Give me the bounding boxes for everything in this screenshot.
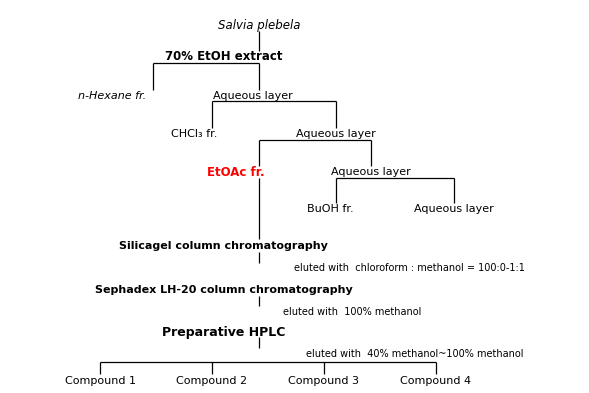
Text: Compound 2: Compound 2 <box>177 376 247 386</box>
Text: eluted with  chloroform : methanol = 100:0-1:1: eluted with chloroform : methanol = 100:… <box>294 263 525 273</box>
Text: Aqueous layer: Aqueous layer <box>213 91 293 101</box>
Text: Compound 1: Compound 1 <box>65 376 135 386</box>
Text: Salvia plebela: Salvia plebela <box>218 19 300 32</box>
Text: 70% EtOH extract: 70% EtOH extract <box>165 50 283 64</box>
Text: Sephadex LH-20 column chromatography: Sephadex LH-20 column chromatography <box>95 285 353 295</box>
Text: Aqueous layer: Aqueous layer <box>331 167 411 177</box>
Text: Compound 4: Compound 4 <box>401 376 471 386</box>
Text: CHCl₃ fr.: CHCl₃ fr. <box>171 129 217 139</box>
Text: n-Hexane fr.: n-Hexane fr. <box>78 91 146 101</box>
Text: Aqueous layer: Aqueous layer <box>413 204 494 214</box>
Text: eluted with  100% methanol: eluted with 100% methanol <box>283 307 421 317</box>
Text: Silicagel column chromatography: Silicagel column chromatography <box>120 241 328 251</box>
Text: eluted with  40% methanol~100% methanol: eluted with 40% methanol~100% methanol <box>306 349 524 359</box>
Text: Aqueous layer: Aqueous layer <box>296 129 376 139</box>
Text: Compound 3: Compound 3 <box>289 376 359 386</box>
Text: EtOAc fr.: EtOAc fr. <box>207 165 264 179</box>
Text: Preparative HPLC: Preparative HPLC <box>162 325 286 339</box>
Text: BuOH fr.: BuOH fr. <box>306 204 353 214</box>
